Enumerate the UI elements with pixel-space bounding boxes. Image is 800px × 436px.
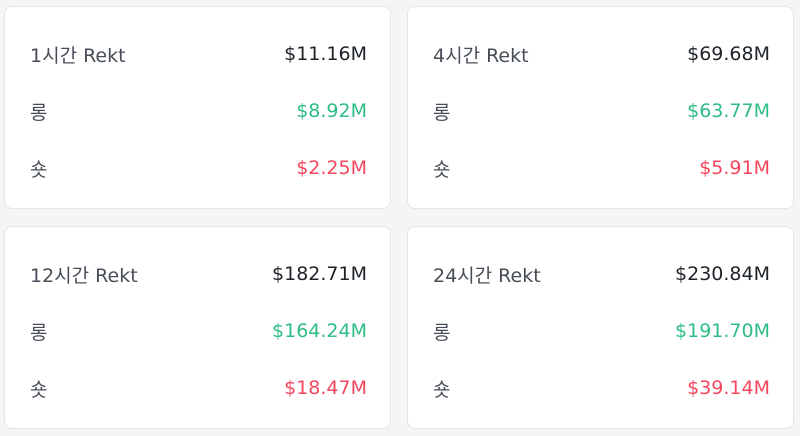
short-label: 숏 bbox=[30, 158, 48, 181]
long-label: 롱 bbox=[30, 101, 48, 124]
rekt-long-row: 롱 $191.70M bbox=[433, 316, 770, 346]
long-label: 롱 bbox=[433, 101, 451, 124]
rekt-total-value: $11.16M bbox=[284, 43, 367, 65]
long-label: 롱 bbox=[30, 321, 48, 344]
short-value: $5.91M bbox=[699, 157, 770, 179]
long-value: $191.70M bbox=[675, 320, 770, 342]
rekt-long-row: 롱 $63.77M bbox=[433, 96, 770, 126]
rekt-total-value: $182.71M bbox=[272, 263, 367, 285]
rekt-period-title: 1시간 Rekt bbox=[30, 44, 126, 67]
rekt-card-12h: 12시간 Rekt $182.71M 롱 $164.24M 숏 $18.47M bbox=[4, 226, 391, 429]
rekt-long-row: 롱 $8.92M bbox=[30, 96, 367, 126]
rekt-short-row: 숏 $5.91M bbox=[433, 153, 770, 183]
rekt-card-24h: 24시간 Rekt $230.84M 롱 $191.70M 숏 $39.14M bbox=[407, 226, 794, 429]
rekt-total-value: $69.68M bbox=[687, 43, 770, 65]
long-value: $63.77M bbox=[687, 100, 770, 122]
short-value: $18.47M bbox=[284, 377, 367, 399]
rekt-total-row: 24시간 Rekt $230.84M bbox=[433, 259, 770, 289]
rekt-total-row: 4시간 Rekt $69.68M bbox=[433, 39, 770, 69]
rekt-period-title: 12시간 Rekt bbox=[30, 264, 138, 287]
rekt-total-row: 1시간 Rekt $11.16M bbox=[30, 39, 367, 69]
short-value: $2.25M bbox=[296, 157, 367, 179]
rekt-period-title: 24시간 Rekt bbox=[433, 264, 541, 287]
short-value: $39.14M bbox=[687, 377, 770, 399]
rekt-card-4h: 4시간 Rekt $69.68M 롱 $63.77M 숏 $5.91M bbox=[407, 6, 794, 209]
rekt-period-title: 4시간 Rekt bbox=[433, 44, 529, 67]
rekt-short-row: 숏 $39.14M bbox=[433, 373, 770, 403]
rekt-short-row: 숏 $2.25M bbox=[30, 153, 367, 183]
rekt-card-1h: 1시간 Rekt $11.16M 롱 $8.92M 숏 $2.25M bbox=[4, 6, 391, 209]
short-label: 숏 bbox=[433, 158, 451, 181]
long-value: $164.24M bbox=[272, 320, 367, 342]
long-label: 롱 bbox=[433, 321, 451, 344]
long-value: $8.92M bbox=[296, 100, 367, 122]
short-label: 숏 bbox=[433, 378, 451, 401]
rekt-total-value: $230.84M bbox=[675, 263, 770, 285]
short-label: 숏 bbox=[30, 378, 48, 401]
rekt-short-row: 숏 $18.47M bbox=[30, 373, 367, 403]
rekt-total-row: 12시간 Rekt $182.71M bbox=[30, 259, 367, 289]
rekt-long-row: 롱 $164.24M bbox=[30, 316, 367, 346]
